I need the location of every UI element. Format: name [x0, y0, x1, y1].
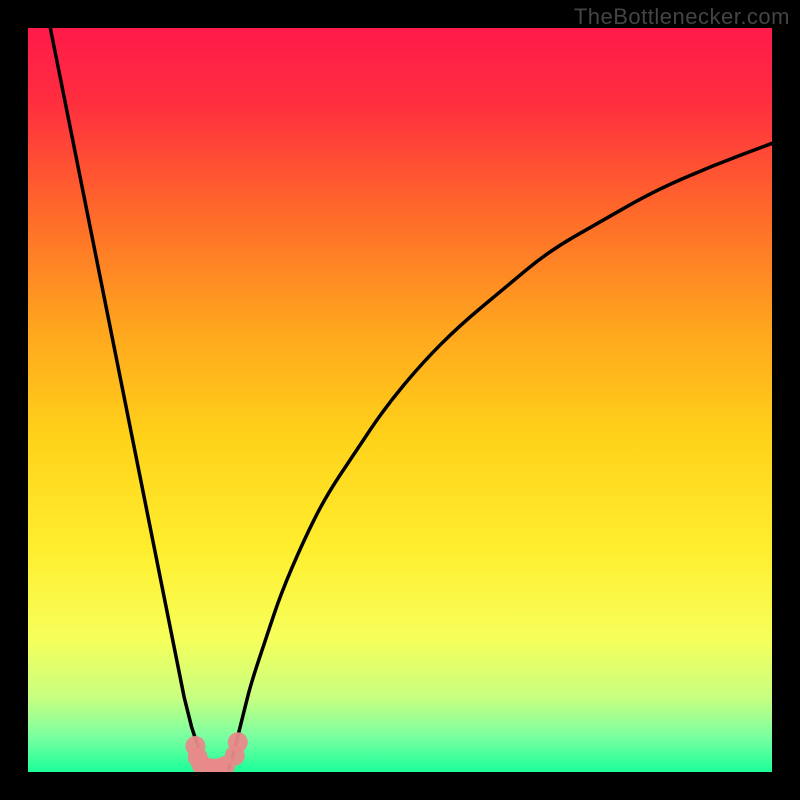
- data-marker: [228, 732, 248, 752]
- plot-background: [28, 28, 772, 772]
- bottleneck-curve-chart: [0, 0, 800, 800]
- chart-container: TheBottlenecker.com: [0, 0, 800, 800]
- watermark-text: TheBottlenecker.com: [574, 4, 790, 30]
